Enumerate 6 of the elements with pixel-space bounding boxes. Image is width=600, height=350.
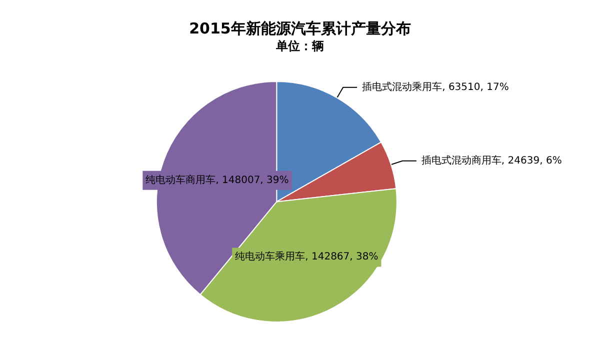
chart-title: 2015年新能源汽车累计产量分布 bbox=[189, 20, 411, 38]
chart-subtitle: 单位：辆 bbox=[275, 39, 324, 53]
slice-label: 纯电动车乘用车, 142867, 38% bbox=[235, 250, 378, 263]
slice-label: 纯电动车商用车, 148007, 39% bbox=[146, 174, 289, 186]
slice-label: 插电式混动乘用车, 63510, 17% bbox=[362, 80, 509, 93]
slice-label: 插电式混动商用车, 24639, 6% bbox=[421, 154, 562, 166]
